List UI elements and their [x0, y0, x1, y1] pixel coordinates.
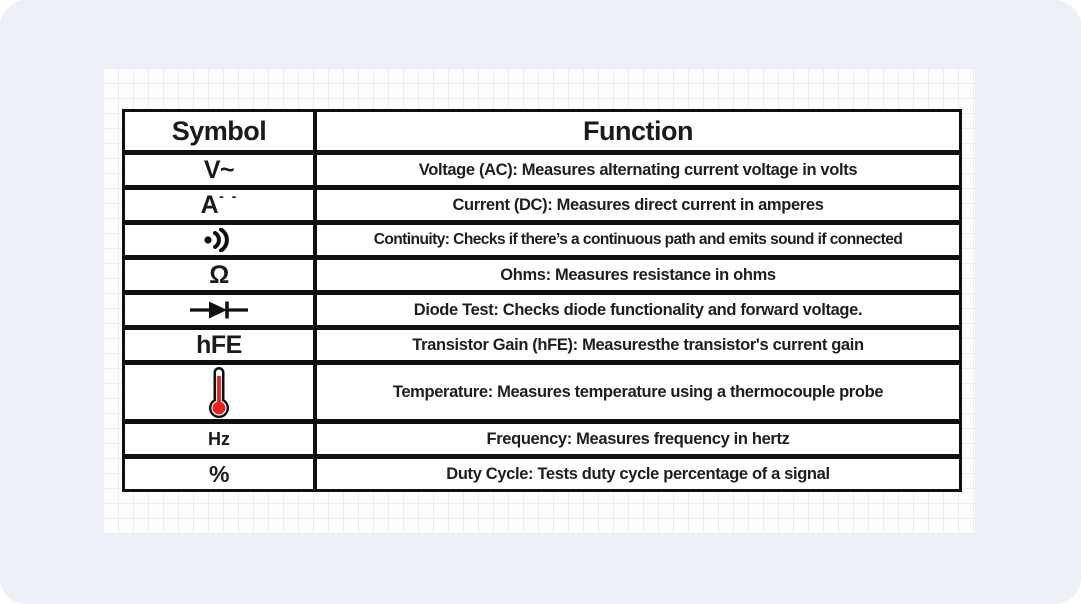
symbol-cell [125, 225, 317, 255]
thermometer-icon [209, 367, 229, 418]
diode-icon [190, 301, 248, 319]
multimeter-symbol-table: Symbol Function V~ Voltage (AC): Measure… [122, 109, 962, 492]
function-text: Diode Test: Checks diode functionality a… [413, 300, 863, 319]
function-cell: Ohms: Measures resistance in ohms [317, 260, 959, 290]
table-row-ohms: Ω Ohms: Measures resistance in ohms [125, 255, 959, 290]
table-row-diode: Diode Test: Checks diode functionality a… [125, 290, 959, 325]
function-cell: Duty Cycle: Tests duty cycle percentage … [317, 459, 959, 489]
table-row-current-dc: A- - Current (DC): Measures direct curre… [125, 185, 959, 220]
ohm-symbol: Ω [209, 260, 229, 289]
dc-dashes: - - [219, 187, 239, 204]
hz-symbol: Hz [208, 429, 230, 449]
function-cell: Voltage (AC): Measures alternating curre… [317, 155, 959, 185]
function-cell: Continuity: Checks if there’s a continuo… [317, 225, 959, 255]
symbol-cell: Hz [125, 424, 317, 454]
table-row-continuity: Continuity: Checks if there’s a continuo… [125, 220, 959, 255]
function-text: Temperature: Measures temperature using … [392, 382, 884, 401]
table-row-frequency: Hz Frequency: Measures frequency in hert… [125, 419, 959, 454]
symbol-cell: hFE [125, 330, 317, 360]
grid-paper-background: Symbol Function V~ Voltage (AC): Measure… [103, 68, 975, 534]
table-row-duty-cycle: % Duty Cycle: Tests duty cycle percentag… [125, 454, 959, 489]
table-row-temperature: Temperature: Measures temperature using … [125, 360, 959, 419]
percent-symbol: % [209, 460, 229, 487]
function-header-label: Function [583, 115, 693, 146]
function-text: Current (DC): Measures direct current in… [452, 195, 824, 214]
symbol-cell [125, 295, 317, 325]
hfe-symbol: hFE [196, 330, 242, 359]
function-cell: Transistor Gain (hFE): Measuresthe trans… [317, 330, 959, 360]
symbol-header-cell: Symbol [125, 112, 317, 150]
table-row-transistor-gain: hFE Transistor Gain (hFE): Measuresthe t… [125, 325, 959, 360]
symbol-cell: V~ [125, 155, 317, 185]
function-cell: Diode Test: Checks diode functionality a… [317, 295, 959, 325]
continuity-sound-icon [204, 228, 229, 252]
function-text: Ohms: Measures resistance in ohms [500, 265, 776, 284]
function-cell: Current (DC): Measures direct current in… [317, 190, 959, 220]
function-text: Voltage (AC): Measures alternating curre… [418, 160, 858, 179]
current-dc-symbol: A- - [200, 187, 239, 219]
symbol-header-label: Symbol [171, 115, 267, 146]
voltage-ac-symbol: V~ [203, 155, 235, 184]
symbol-cell [125, 365, 317, 419]
function-text: Frequency: Measures frequency in hertz [486, 429, 790, 448]
function-cell: Temperature: Measures temperature using … [317, 365, 959, 419]
function-text: Transistor Gain (hFE): Measuresthe trans… [412, 335, 864, 354]
symbol-cell: Ω [125, 260, 317, 290]
table-header-row: Symbol Function [125, 112, 959, 150]
function-text: Duty Cycle: Tests duty cycle percentage … [446, 464, 830, 483]
table-row-voltage-ac: V~ Voltage (AC): Measures alternating cu… [125, 150, 959, 185]
function-cell: Frequency: Measures frequency in hertz [317, 424, 959, 454]
symbol-cell: A- - [125, 187, 317, 220]
symbol-cell: % [125, 459, 317, 489]
function-header-cell: Function [317, 112, 959, 150]
function-text: Continuity: Checks if there’s a continuo… [373, 231, 903, 249]
